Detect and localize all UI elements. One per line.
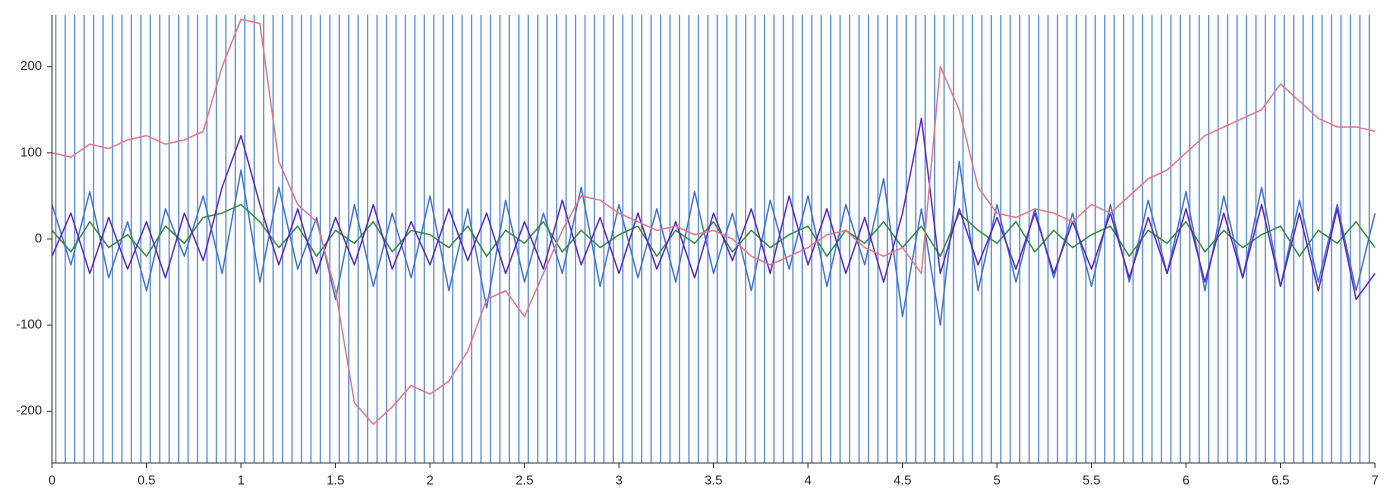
- series-line: [51, 18, 1376, 425]
- x-tick-label: 1: [237, 472, 244, 487]
- series-line: [51, 160, 1376, 326]
- x-tick-label: 3: [615, 472, 622, 487]
- x-tick-label: 6.5: [1271, 472, 1289, 487]
- y-tick-label: 100: [20, 144, 42, 159]
- x-tick-label: 5: [993, 472, 1000, 487]
- x-tick-label: 3.5: [704, 472, 722, 487]
- y-tick-label: 0: [35, 230, 42, 245]
- x-tick-label: 5.5: [1082, 472, 1100, 487]
- x-tick-label: 0.5: [137, 472, 155, 487]
- series-line: [51, 117, 1376, 301]
- x-tick-label: 1.5: [326, 472, 344, 487]
- y-tick-label: 200: [20, 58, 42, 73]
- x-tick-label: 4.5: [893, 472, 911, 487]
- x-tick-label: 2: [426, 472, 433, 487]
- y-tick-label: -100: [16, 317, 42, 332]
- x-tick-label: 0: [48, 472, 55, 487]
- x-tick-label: 6: [1182, 472, 1189, 487]
- x-tick-label: 4: [804, 472, 811, 487]
- x-tick-label: 7: [1371, 472, 1378, 487]
- x-tick-label: 2.5: [515, 472, 533, 487]
- y-tick-label: -200: [16, 403, 42, 418]
